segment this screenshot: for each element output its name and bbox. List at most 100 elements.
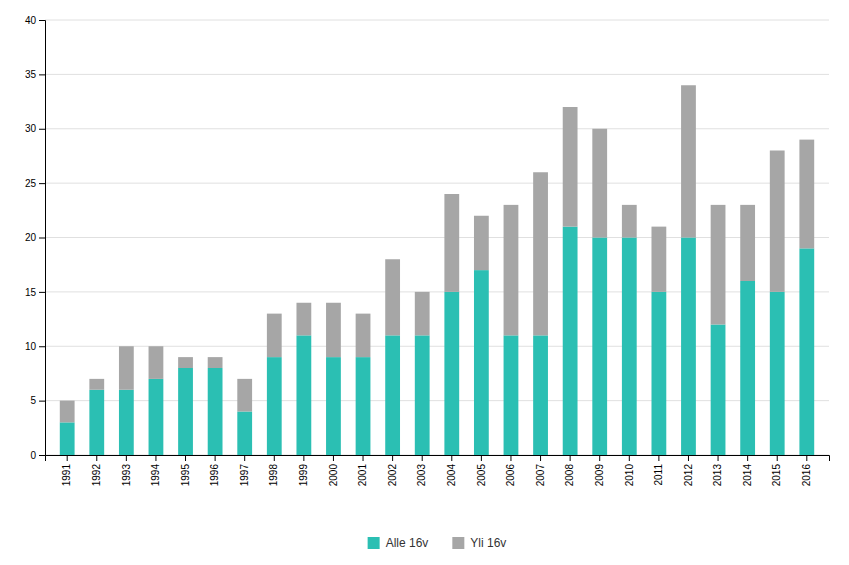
x-tick: 1995 <box>180 455 191 486</box>
y-tick: 10 <box>25 341 45 352</box>
bar <box>89 379 104 390</box>
legend: Alle 16vYli 16v <box>368 536 507 550</box>
x-tick-label: 2007 <box>535 464 546 487</box>
legend-swatch <box>452 537 464 549</box>
bar <box>563 227 578 455</box>
x-tick: 2013 <box>712 455 723 486</box>
x-tick-mark <box>392 455 393 461</box>
y-tick-mark <box>39 346 45 347</box>
y-tick-mark <box>39 183 45 184</box>
y-tick: 20 <box>25 232 45 243</box>
x-tick-label: 2015 <box>771 464 782 487</box>
x-tick-label: 1993 <box>121 464 132 487</box>
bar <box>326 303 341 357</box>
bar <box>267 357 282 455</box>
bar <box>208 368 223 455</box>
x-axis-line <box>46 456 830 462</box>
x-tick: 2000 <box>328 455 339 486</box>
y-axis: 0510152025303540 <box>25 15 46 461</box>
x-tick-mark <box>481 455 482 461</box>
x-tick-label: 2004 <box>446 464 457 487</box>
bar <box>681 238 696 456</box>
bar <box>711 205 726 325</box>
bar <box>119 390 134 455</box>
x-tick: 2009 <box>594 455 605 486</box>
x-tick-label: 2006 <box>505 464 516 487</box>
legend-item: Yli 16v <box>452 536 506 550</box>
x-tick-label: 2000 <box>328 464 339 487</box>
x-tick-label: 1992 <box>91 464 102 487</box>
bar <box>770 151 785 292</box>
bar <box>267 314 282 358</box>
x-tick: 1999 <box>298 455 309 486</box>
plot: 0510152025303540199119921993199419951996… <box>25 15 830 487</box>
bar <box>208 357 223 368</box>
bar <box>711 325 726 456</box>
bar <box>592 129 607 238</box>
x-tick-mark <box>274 455 275 461</box>
x-tick-mark <box>363 455 364 461</box>
series <box>60 227 814 455</box>
x-tick: 2001 <box>357 455 368 486</box>
x-tick: 2004 <box>446 455 457 486</box>
x-tick-mark <box>96 455 97 461</box>
bar <box>385 259 400 335</box>
y-tick: 5 <box>30 395 45 406</box>
x-tick-mark <box>185 455 186 461</box>
x-tick-label: 2010 <box>624 464 635 487</box>
y-tick-label: 35 <box>25 69 37 80</box>
x-tick: 1993 <box>121 455 132 486</box>
x-tick: 1992 <box>91 455 102 486</box>
y-tick-mark <box>39 292 45 293</box>
x-tick-label: 2009 <box>594 464 605 487</box>
y-tick: 15 <box>25 287 45 298</box>
x-tick-mark <box>629 455 630 461</box>
x-tick-mark <box>658 455 659 461</box>
bar <box>178 368 193 455</box>
legend-label: Yli 16v <box>470 536 506 550</box>
bar <box>356 357 371 455</box>
x-tick: 2006 <box>505 455 516 486</box>
bar <box>119 346 134 390</box>
bar <box>622 238 637 456</box>
bar <box>474 216 489 270</box>
y-axis-line <box>39 21 46 456</box>
x-tick-mark <box>244 455 245 461</box>
y-tick-label: 15 <box>25 287 37 298</box>
x-tick-label: 2012 <box>683 464 694 487</box>
legend-swatch <box>368 537 380 549</box>
grid-line <box>45 74 829 75</box>
bar <box>149 346 164 379</box>
bar <box>504 335 519 455</box>
x-tick-label: 1997 <box>239 464 250 487</box>
x-tick-mark <box>155 455 156 461</box>
bar <box>237 412 252 456</box>
y-tick-label: 5 <box>30 395 36 406</box>
bar <box>504 205 519 336</box>
y-tick-label: 20 <box>25 232 37 243</box>
bar <box>799 248 814 455</box>
grid-line <box>45 20 829 21</box>
bar <box>533 335 548 455</box>
bar <box>415 292 430 336</box>
grid-line <box>45 183 829 184</box>
bar <box>474 270 489 455</box>
bar <box>89 390 104 455</box>
x-tick: 2002 <box>387 455 398 486</box>
bar <box>770 292 785 455</box>
x-tick-mark <box>718 455 719 461</box>
x-tick-label: 2013 <box>712 464 723 487</box>
grid-line <box>45 128 829 129</box>
x-tick-label: 2008 <box>564 464 575 487</box>
bar <box>326 357 341 455</box>
x-tick: 2016 <box>801 455 812 486</box>
bar <box>651 227 666 292</box>
x-tick-mark <box>303 455 304 461</box>
bar <box>356 314 371 358</box>
bar <box>60 401 75 423</box>
x-tick-mark <box>688 455 689 461</box>
y-tick-label: 25 <box>25 178 37 189</box>
y-tick: 40 <box>25 15 45 26</box>
bar <box>60 422 75 455</box>
y-tick: 0 <box>30 450 45 461</box>
